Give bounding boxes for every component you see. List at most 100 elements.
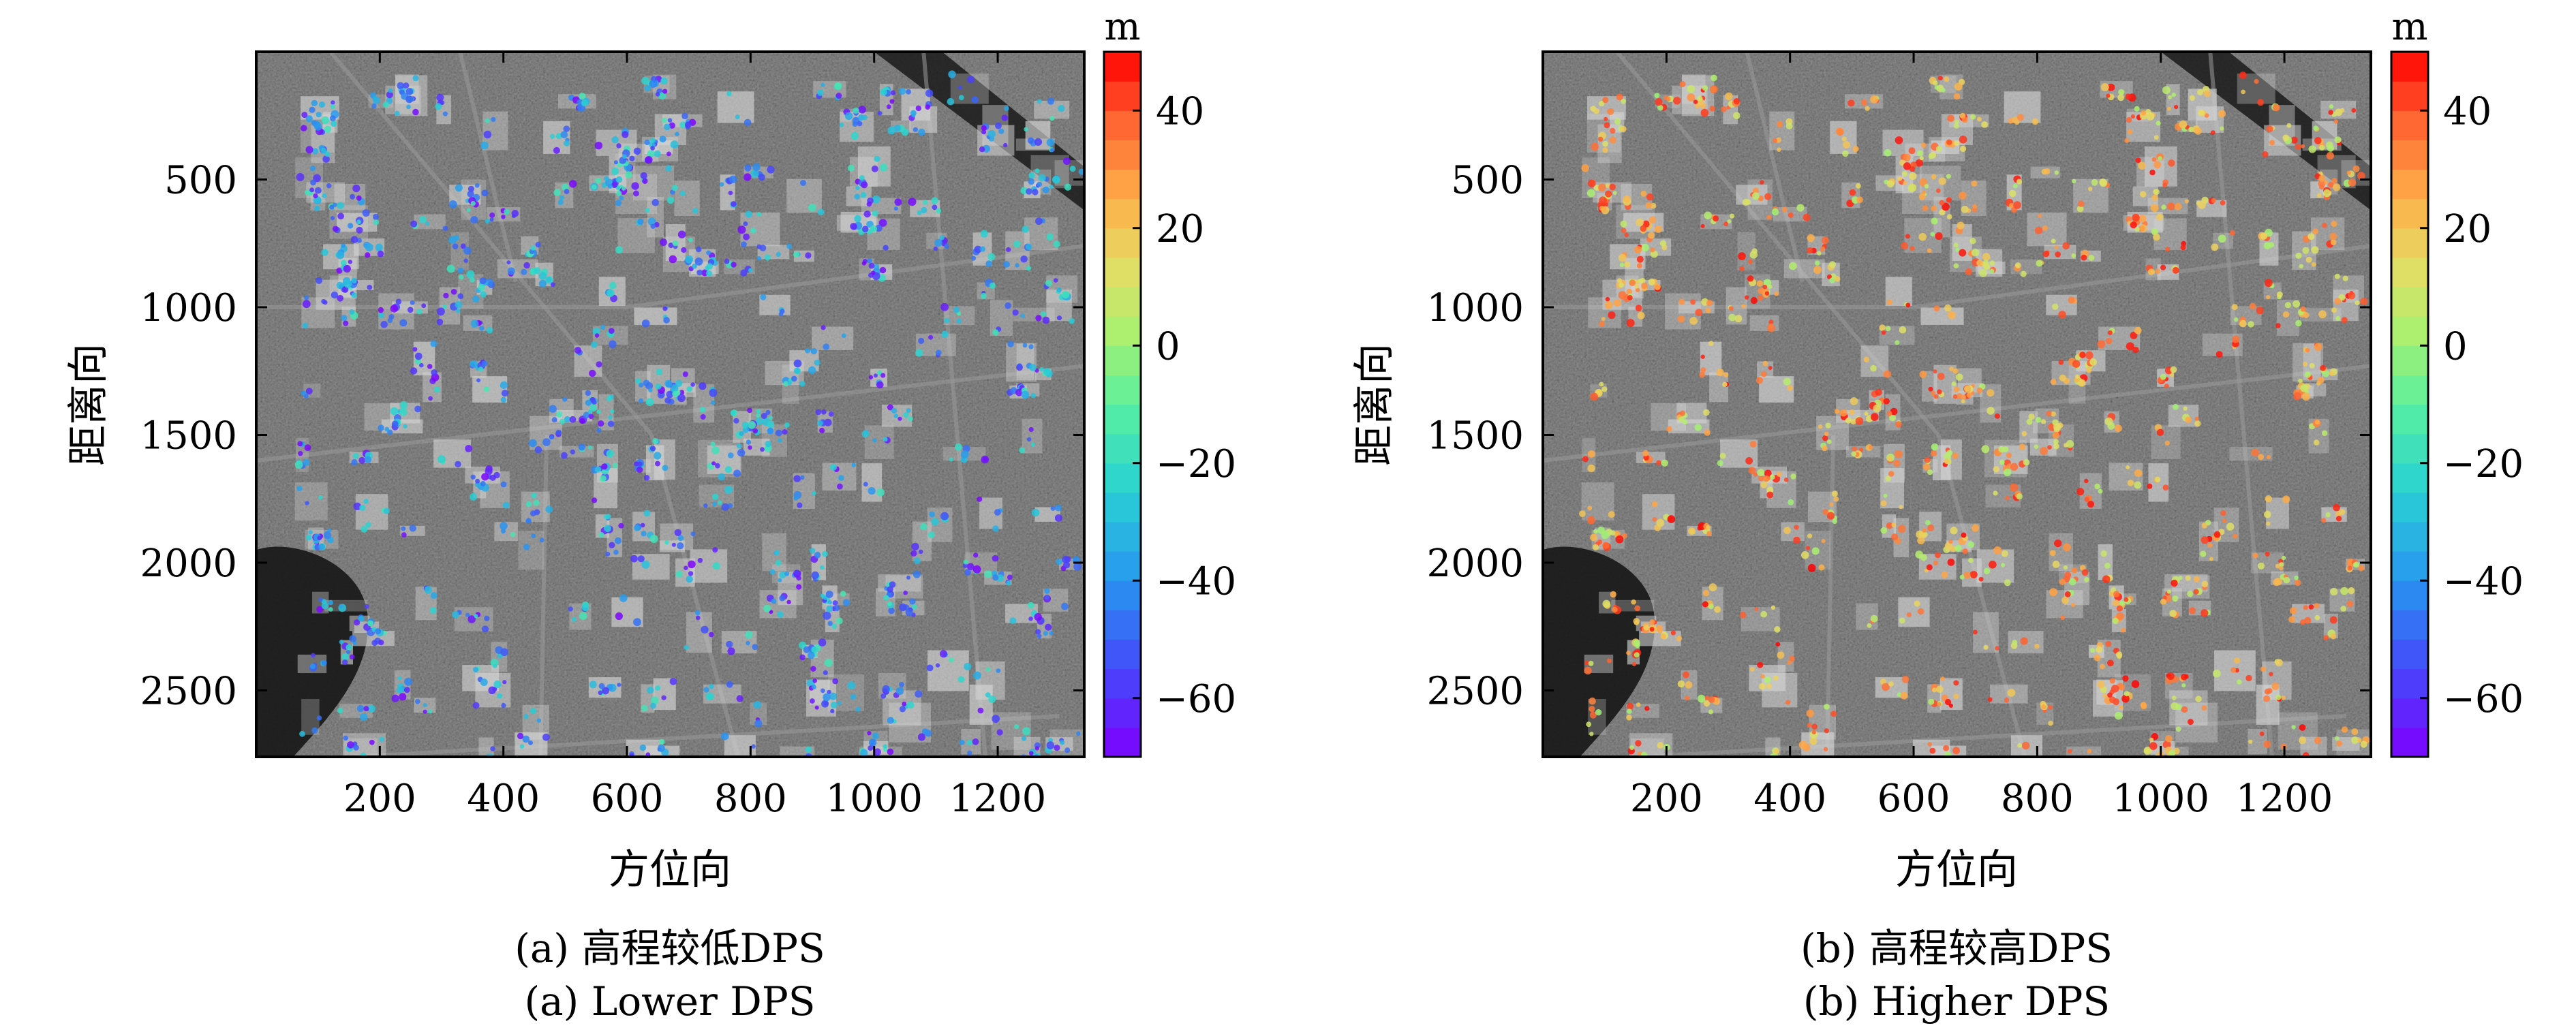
- colorbar-level: [1104, 492, 1141, 522]
- x-tick-label: 1000: [825, 777, 923, 821]
- colorbar-tick-label: 0: [2443, 324, 2468, 369]
- colorbar-tick-label: −20: [2443, 442, 2524, 486]
- colorbar-level: [2391, 169, 2428, 200]
- colorbar-level: [2391, 81, 2428, 111]
- colorbar-level: [1104, 375, 1141, 405]
- colorbar-level: [1104, 433, 1141, 464]
- y-tick-label: 2000: [1426, 542, 1524, 586]
- colorbar-level: [1104, 698, 1141, 728]
- y-tick-label: 1500: [1426, 414, 1524, 458]
- x-tick-label: 400: [1753, 777, 1826, 821]
- colorbar-level: [2391, 257, 2428, 287]
- plot-frame-a: [255, 50, 1086, 758]
- axis-ticks-a: 200 400 600 800 1000 1200 500 1000 1500 2000 2500: [140, 52, 1084, 821]
- colorbar-level: [1104, 668, 1141, 699]
- colorbar-level: [2391, 316, 2428, 346]
- ylabel-a: 距离向: [65, 343, 112, 466]
- y-tick-label: 2500: [140, 670, 237, 714]
- colorbar-level: [2391, 198, 2428, 229]
- dps-points-a: [294, 70, 1084, 757]
- xlabel-a: 方位向: [609, 846, 731, 894]
- colorbar-level: [2391, 140, 2428, 170]
- colorbar-unit-a: m: [1104, 5, 1140, 49]
- caption-cn-a: (a) 高程较低DPS: [515, 925, 825, 971]
- colorbar-level: [2391, 551, 2428, 581]
- colorbar-level: [2391, 375, 2428, 405]
- colorbar-level: [2391, 463, 2428, 493]
- colorbar-level: [1104, 140, 1141, 170]
- x-tick-label: 400: [467, 777, 540, 821]
- x-tick-label: 200: [1630, 777, 1703, 821]
- y-tick-label: 1500: [140, 414, 237, 458]
- ylabel-b: 距离向: [1351, 343, 1398, 466]
- colorbar-level: [2391, 522, 2428, 552]
- colorbar-level: [1104, 345, 1141, 375]
- colorbar-frame: [1103, 50, 1142, 758]
- colorbar-level: [1104, 404, 1141, 435]
- y-tick-label: 1000: [140, 286, 237, 330]
- plot-frame-b: [1542, 50, 2372, 758]
- colorbar-b: 40 20 0 −20 −40 −60: [2390, 50, 2524, 758]
- colorbar-level: [2391, 610, 2428, 640]
- xlabel-b: 方位向: [1895, 846, 2018, 894]
- caption-en-b: (b) Higher DPS: [1803, 978, 2110, 1025]
- colorbar-tick-label: −40: [1156, 559, 1236, 604]
- x-tick-label: 200: [343, 777, 416, 821]
- colorbar-level: [1104, 228, 1141, 258]
- colorbar-level: [2391, 433, 2428, 464]
- colorbar-tick-label: 0: [1156, 324, 1180, 369]
- colorbar-level: [2391, 345, 2428, 375]
- panel-a: 200 400 600 800 1000 12005001000150020002500 …: [65, 5, 1236, 1025]
- colorbar-level: [1104, 463, 1141, 493]
- x-tick-label: 600: [1877, 777, 1950, 821]
- x-tick-label: 1200: [2236, 777, 2333, 821]
- colorbar-level: [2391, 698, 2428, 728]
- colorbar-level: [1104, 169, 1141, 200]
- colorbar-level: [1104, 257, 1141, 287]
- colorbar-unit-b: m: [2391, 5, 2427, 49]
- axis-ticks-b: 200 400 600 800 1000 1200 500 1000 1500 2000 2500: [1426, 52, 2371, 821]
- colorbar-tick-label: 20: [1156, 207, 1204, 251]
- colorbar-tick-label: −20: [1156, 442, 1236, 486]
- colorbar-level: [1104, 198, 1141, 229]
- colorbar-frame: [2390, 50, 2429, 758]
- colorbar-level: [1104, 81, 1141, 111]
- dps-points-b: [1579, 72, 2371, 757]
- colorbar-tick-label: −40: [2443, 559, 2524, 604]
- colorbar-level: [2391, 228, 2428, 258]
- colorbar-level: [1104, 287, 1141, 317]
- caption-en-a: (a) Lower DPS: [524, 978, 815, 1025]
- colorbar-level: [2391, 492, 2428, 522]
- colorbar-level: [2391, 668, 2428, 699]
- panel-b: 200 400 600 800 1000 12005001000150020002500 …: [1351, 5, 2524, 1025]
- y-tick-label: 2000: [140, 542, 237, 586]
- colorbar-level: [1104, 551, 1141, 581]
- colorbar-level: [2391, 52, 2428, 82]
- x-tick-label: 1200: [949, 777, 1047, 821]
- colorbar-level: [1104, 522, 1141, 552]
- colorbar-level: [2391, 404, 2428, 435]
- colorbar-level: [2391, 110, 2428, 140]
- colorbar-level: [1104, 639, 1141, 670]
- x-tick-label: 600: [591, 777, 664, 821]
- colorbar-a: 40 20 0 −20 −40 −60: [1103, 50, 1236, 758]
- colorbar-tick-label: 20: [2443, 207, 2491, 251]
- colorbar-level: [1104, 316, 1141, 346]
- colorbar-level: [2391, 287, 2428, 317]
- colorbar-level: [1104, 110, 1141, 140]
- y-tick-label: 500: [1451, 159, 1524, 203]
- y-tick-label: 500: [164, 159, 237, 203]
- x-tick-label: 800: [714, 777, 787, 821]
- colorbar-level: [1104, 727, 1141, 758]
- colorbar-tick-label: 40: [2443, 89, 2491, 134]
- colorbar-level: [1104, 52, 1141, 82]
- x-tick-label: 1000: [2112, 777, 2209, 821]
- colorbar-level: [2391, 639, 2428, 670]
- colorbar-tick-label: −60: [2443, 677, 2524, 721]
- x-tick-label: 800: [2001, 777, 2074, 821]
- colorbar-level: [2391, 580, 2428, 610]
- colorbar-tick-label: 40: [1156, 89, 1204, 134]
- y-tick-label: 2500: [1426, 670, 1524, 714]
- colorbar-tick-label: −60: [1156, 677, 1236, 721]
